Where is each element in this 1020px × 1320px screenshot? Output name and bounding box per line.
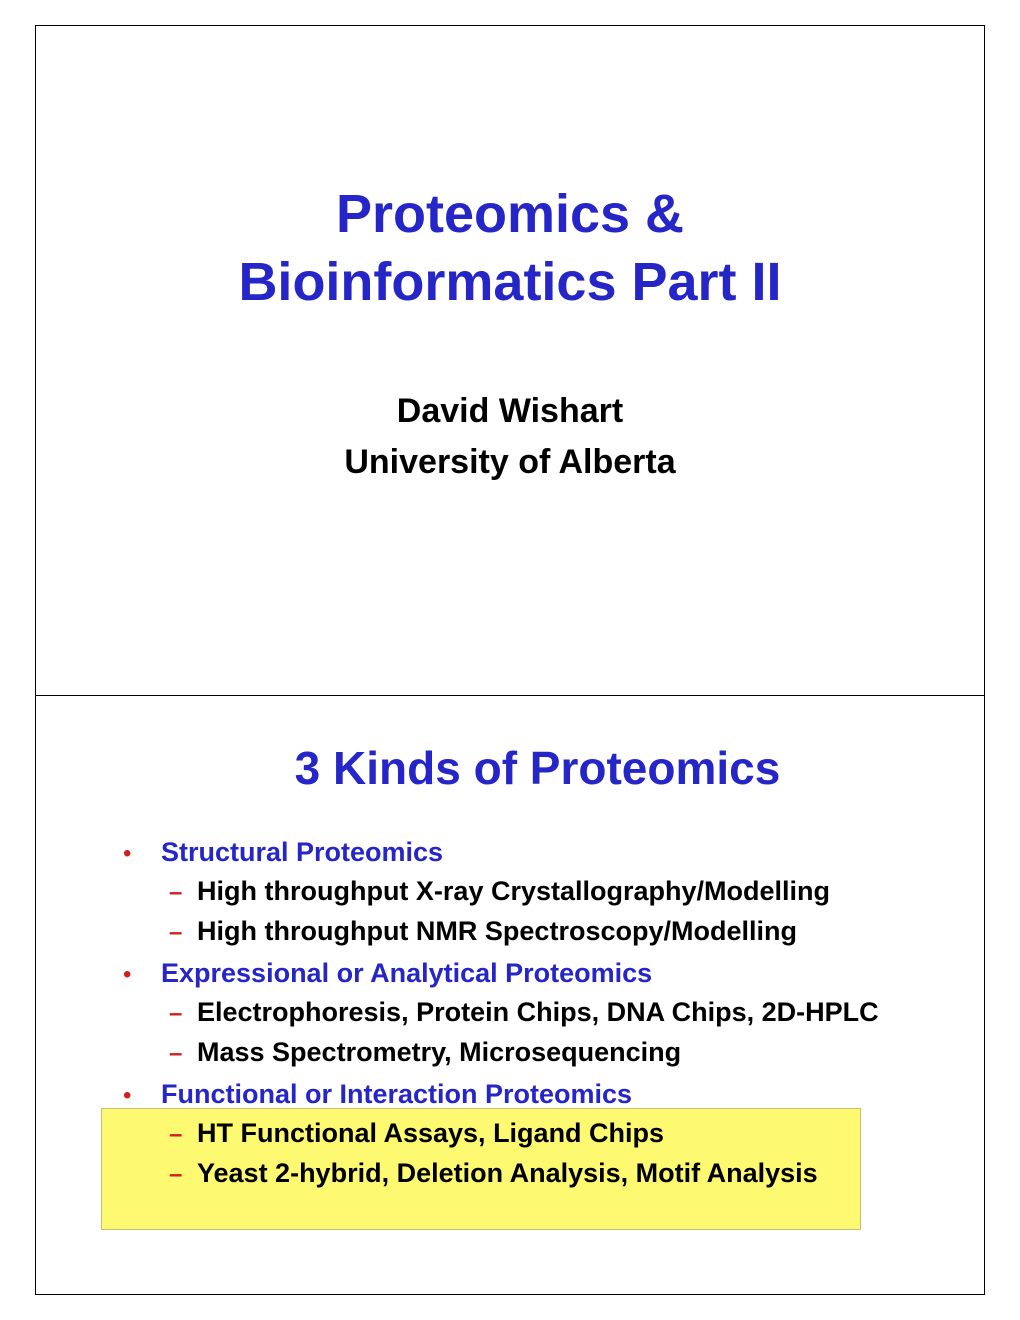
dash-marker-icon: – [161,1000,197,1028]
bullet-marker-icon: • [121,961,161,989]
sub-list-item: –High throughput X-ray Crystallography/M… [161,872,914,912]
bullet-marker-icon: • [121,1082,161,1110]
slide1-title-line2: Bioinformatics Part II [238,249,781,317]
slide2-title: 3 Kinds of Proteomics [161,741,914,795]
dash-marker-icon: – [161,879,197,907]
page-frame: Proteomics & Bioinformatics Part II Davi… [35,25,985,1295]
sub-list: –Electrophoresis, Protein Chips, DNA Chi… [161,993,914,1073]
sub-list: –HT Functional Assays, Ligand Chips–Yeas… [161,1114,914,1194]
bullet-row: •Functional or Interaction Proteomics [121,1075,914,1114]
slide1-title-line1: Proteomics & [238,181,781,249]
list-item: •Expressional or Analytical Proteomics–E… [121,954,914,1073]
slide1-subtitle: David Wishart University of Alberta [344,386,675,488]
sub-list-item: –Yeast 2-hybrid, Deletion Analysis, Moti… [161,1154,914,1194]
bullet-heading: Structural Proteomics [161,833,443,872]
sub-bullet-row: –Yeast 2-hybrid, Deletion Analysis, Moti… [161,1154,914,1194]
bullet-heading: Functional or Interaction Proteomics [161,1075,632,1114]
bullet-list: •Structural Proteomics–High throughput X… [121,833,914,1194]
sub-list-item: –High throughput NMR Spectroscopy/Modell… [161,912,914,952]
sub-bullet-row: –High throughput X-ray Crystallography/M… [161,872,914,912]
dash-marker-icon: – [161,919,197,947]
sub-bullet-text: Electrophoresis, Protein Chips, DNA Chip… [197,993,879,1033]
list-item: •Structural Proteomics–High throughput X… [121,833,914,952]
sub-list-item: –Electrophoresis, Protein Chips, DNA Chi… [161,993,914,1033]
bullet-marker-icon: • [121,840,161,868]
slide-2: 3 Kinds of Proteomics •Structural Proteo… [36,696,984,1295]
bullet-row: •Structural Proteomics [121,833,914,872]
sub-bullet-row: –Mass Spectrometry, Microsequencing [161,1033,914,1073]
slide-1: Proteomics & Bioinformatics Part II Davi… [36,26,984,696]
sub-list-item: –HT Functional Assays, Ligand Chips [161,1114,914,1154]
dash-marker-icon: – [161,1121,197,1149]
slide1-subtitle-line2: University of Alberta [344,437,675,488]
sub-bullet-text: Mass Spectrometry, Microsequencing [197,1033,681,1073]
sub-bullet-text: Yeast 2-hybrid, Deletion Analysis, Motif… [197,1154,818,1194]
sub-bullet-text: HT Functional Assays, Ligand Chips [197,1114,664,1154]
sub-bullet-row: –HT Functional Assays, Ligand Chips [161,1114,914,1154]
slide1-subtitle-line1: David Wishart [344,386,675,437]
bullet-heading: Expressional or Analytical Proteomics [161,954,652,993]
dash-marker-icon: – [161,1040,197,1068]
bullet-row: •Expressional or Analytical Proteomics [121,954,914,993]
sub-list: –High throughput X-ray Crystallography/M… [161,872,914,952]
sub-bullet-row: –High throughput NMR Spectroscopy/Modell… [161,912,914,952]
dash-marker-icon: – [161,1161,197,1189]
list-item: •Functional or Interaction Proteomics–HT… [121,1075,914,1194]
sub-bullet-row: –Electrophoresis, Protein Chips, DNA Chi… [161,993,914,1033]
sub-bullet-text: High throughput X-ray Crystallography/Mo… [197,872,830,912]
sub-list-item: –Mass Spectrometry, Microsequencing [161,1033,914,1073]
slide1-title: Proteomics & Bioinformatics Part II [238,181,781,316]
sub-bullet-text: High throughput NMR Spectroscopy/Modelli… [197,912,797,952]
